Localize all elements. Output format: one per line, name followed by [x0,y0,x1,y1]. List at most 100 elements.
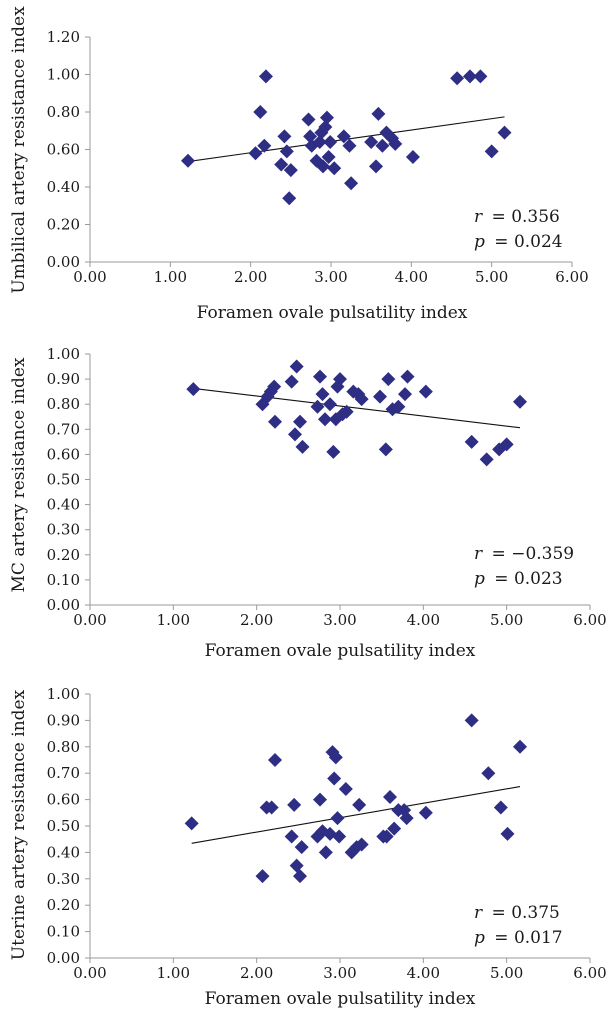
data-point [258,69,273,84]
data-point [373,389,387,404]
panel-3-p-value: = 0.017 [494,928,562,948]
data-point [315,159,330,174]
data-point [303,129,318,144]
panel-1-r-stat: r = 0.356 [474,207,560,227]
data-point [277,129,292,144]
data-point [381,372,396,387]
panel-1-r-value: = 0.356 [492,207,560,227]
y-tick-label: 0.50 [47,817,80,835]
panel-1-x-axis-title: Foramen ovale pulsatility index [197,303,468,323]
panel-1-p-value: = 0.024 [494,232,562,252]
panel-mc: 0.00 0.10 0.20 0.30 0.40 0.50 0.60 0.70 0.80 0.90… [9,345,607,661]
x-tick-label: 6.00 [573,611,606,629]
data-point [284,829,299,844]
data-point [323,397,337,412]
y-tick-label: 0.00 [47,253,80,271]
y-tick-label: 0.90 [47,711,80,729]
data-point [186,382,201,397]
panel-1-p-stat: p = 0.024 [474,232,563,252]
x-tick-label: 3.00 [323,964,356,982]
x-tick-label: 1.00 [157,611,190,629]
data-point [398,387,412,402]
panel-2-y-axis-title: MC artery resistance index [9,357,29,592]
y-tick-label: 0.80 [47,103,80,121]
data-point [500,826,515,841]
data-point [513,739,527,754]
y-tick-label: 0.20 [47,896,80,914]
data-point [418,384,433,399]
panel-2-r-stat: r = −0.359 [474,544,574,564]
data-point [328,750,343,765]
y-tick-label: 0.40 [47,843,80,861]
data-point [294,840,309,855]
panel-3-y-axis-title: Uterine artery resistance index [9,689,29,960]
data-point [288,427,302,442]
data-point [399,811,414,826]
data-point [313,369,327,384]
x-tick-label: 5.00 [490,964,523,982]
y-tick-label: 0.60 [47,141,80,159]
y-tick-label: 0.00 [47,949,80,967]
x-tick-label: 5.00 [475,268,508,286]
panel-2-p-value: = 0.023 [494,569,562,589]
data-point [338,782,353,797]
y-tick-label: 0.60 [47,445,80,463]
y-tick-label: 0.40 [47,178,80,196]
data-point [383,789,397,804]
y-tick-label: 0.80 [47,395,80,413]
panel-3-r-label: r [474,903,483,923]
x-tick-label: 6.00 [573,964,606,982]
y-tick-label: 0.80 [47,738,80,756]
trendline [191,786,521,844]
data-point [319,110,334,125]
y-tick-label: 1.20 [47,28,80,46]
panel-3-plot: 0.00 0.10 0.20 0.30 0.40 0.50 0.60 0.70 0.80 0.90… [47,685,607,982]
data-point [248,146,263,161]
data-point [301,112,316,127]
data-point [289,858,304,873]
panel-2-p-stat: p = 0.023 [474,569,563,589]
x-tick-label: 2.00 [240,611,273,629]
y-tick-label: 0.40 [47,496,80,514]
x-tick-label: 2.00 [240,964,273,982]
panel-1-r-label: r [474,207,483,227]
data-point [484,144,499,159]
data-point [497,125,512,140]
data-point [293,414,307,429]
data-point [400,369,415,384]
data-point [295,439,310,454]
data-point [387,821,402,836]
data-point [318,845,333,860]
y-tick-label: 0.90 [47,370,80,388]
data-point [513,394,527,409]
panel-umbilical: 0.00 0.20 0.40 0.60 0.80 1.00 1.20 0.00 1.00 2.00… [9,6,589,323]
data-point [184,816,199,831]
data-point [282,191,297,206]
y-tick-label: 0.00 [47,596,80,614]
data-point [257,138,272,153]
panel-1-plot: 0.00 0.20 0.40 0.60 0.80 1.00 1.20 0.00 1.00 2.00… [47,28,589,286]
x-tick-label: 0.00 [73,964,106,982]
data-point [405,150,420,164]
x-tick-label: 6.00 [555,268,588,286]
panel-3-r-value: = 0.375 [492,903,560,923]
data-point [352,797,367,812]
y-tick-label: 0.50 [47,471,80,489]
panel-3-r-stat: r = 0.375 [474,903,560,923]
trendline [193,387,521,429]
x-tick-label: 5.00 [490,611,523,629]
data-point [473,69,488,84]
data-point [450,71,465,86]
data-point [481,766,496,781]
y-tick-label: 0.10 [47,571,80,589]
data-point [332,829,347,844]
data-point [181,153,196,168]
x-tick-label: 2.00 [234,268,267,286]
data-point [264,800,279,815]
data-point [315,387,330,402]
y-tick-label: 0.70 [47,420,80,438]
x-tick-label: 3.00 [314,268,347,286]
panel-2-plot: 0.00 0.10 0.20 0.30 0.40 0.50 0.60 0.70 0.80 0.90… [47,345,607,629]
data-point [321,150,336,164]
